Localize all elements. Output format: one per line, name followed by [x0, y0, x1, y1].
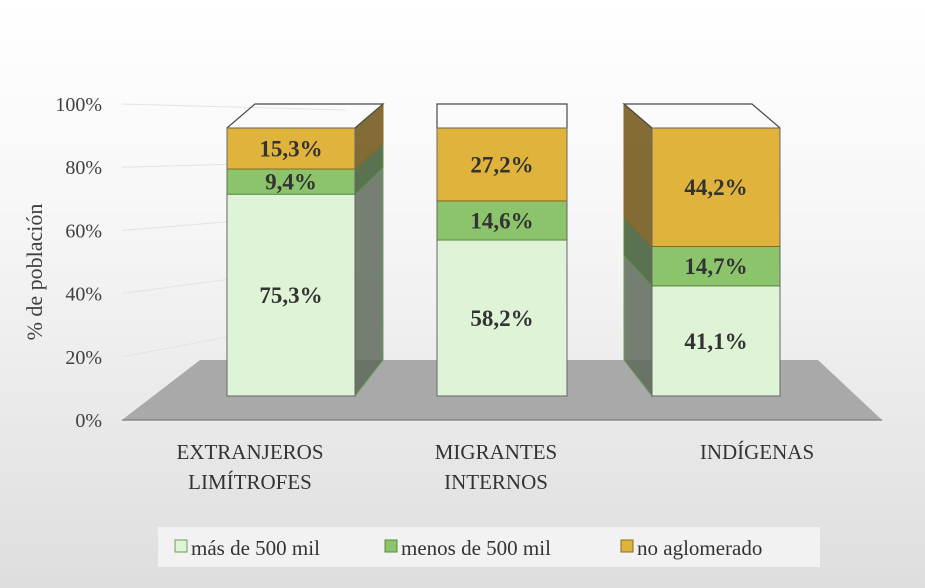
legend-box [158, 527, 820, 567]
legend-entry: no aglomerado [637, 536, 762, 560]
bar-outline [651, 127, 781, 397]
y-tick-label: 100% [55, 94, 102, 116]
bar-top-edge [436, 103, 568, 128]
x-tick-label: LIMÍTROFES [188, 470, 312, 494]
bar-outline [436, 127, 568, 397]
data-label: 41,1% [684, 329, 747, 354]
y-tick-label: 0% [75, 410, 102, 432]
bar-group [436, 103, 568, 397]
x-tick-label: INTERNOS [444, 470, 548, 494]
bar-segment [651, 285, 781, 397]
bar-group [622, 102, 781, 398]
x-tick-label: INDÍGENAS [700, 440, 814, 464]
legend-swatch [620, 539, 634, 553]
x-tick-label: MIGRANTES [435, 440, 558, 464]
data-label: 9,4% [265, 170, 317, 195]
y-tick-label: 40% [65, 284, 102, 306]
legend-swatch [384, 539, 398, 553]
bar-segment [651, 127, 781, 247]
data-label: 27,2% [470, 152, 533, 177]
bar-top-edge [622, 103, 781, 129]
bar-segment [436, 239, 568, 397]
y-axis-label: % de población [22, 204, 47, 341]
y-tick-label: 60% [65, 220, 102, 242]
data-label: 15,3% [259, 137, 322, 162]
y-tick-label: 20% [65, 347, 102, 369]
bar-segment [436, 127, 568, 202]
legend-entry: más de 500 mil [191, 536, 320, 560]
bar-segment [651, 245, 781, 287]
gridline [121, 103, 346, 111]
bar-segment [226, 168, 356, 195]
bar-segment [226, 127, 356, 170]
legend-entry: menos de 500 mil [401, 536, 551, 560]
legend-swatch [174, 539, 188, 553]
y-tick-label: 80% [65, 157, 102, 179]
bar-top-edge [226, 103, 385, 129]
data-label: 58,2% [470, 306, 533, 331]
bar-side [354, 166, 384, 398]
x-tick-label: EXTRANJEROS [176, 440, 323, 464]
bar-group [226, 102, 385, 398]
data-label: 44,2% [684, 175, 747, 200]
data-label: 75,3% [259, 283, 322, 308]
data-label: 14,6% [470, 208, 533, 233]
data-label: 14,7% [684, 254, 747, 279]
bar-outline [226, 127, 356, 397]
